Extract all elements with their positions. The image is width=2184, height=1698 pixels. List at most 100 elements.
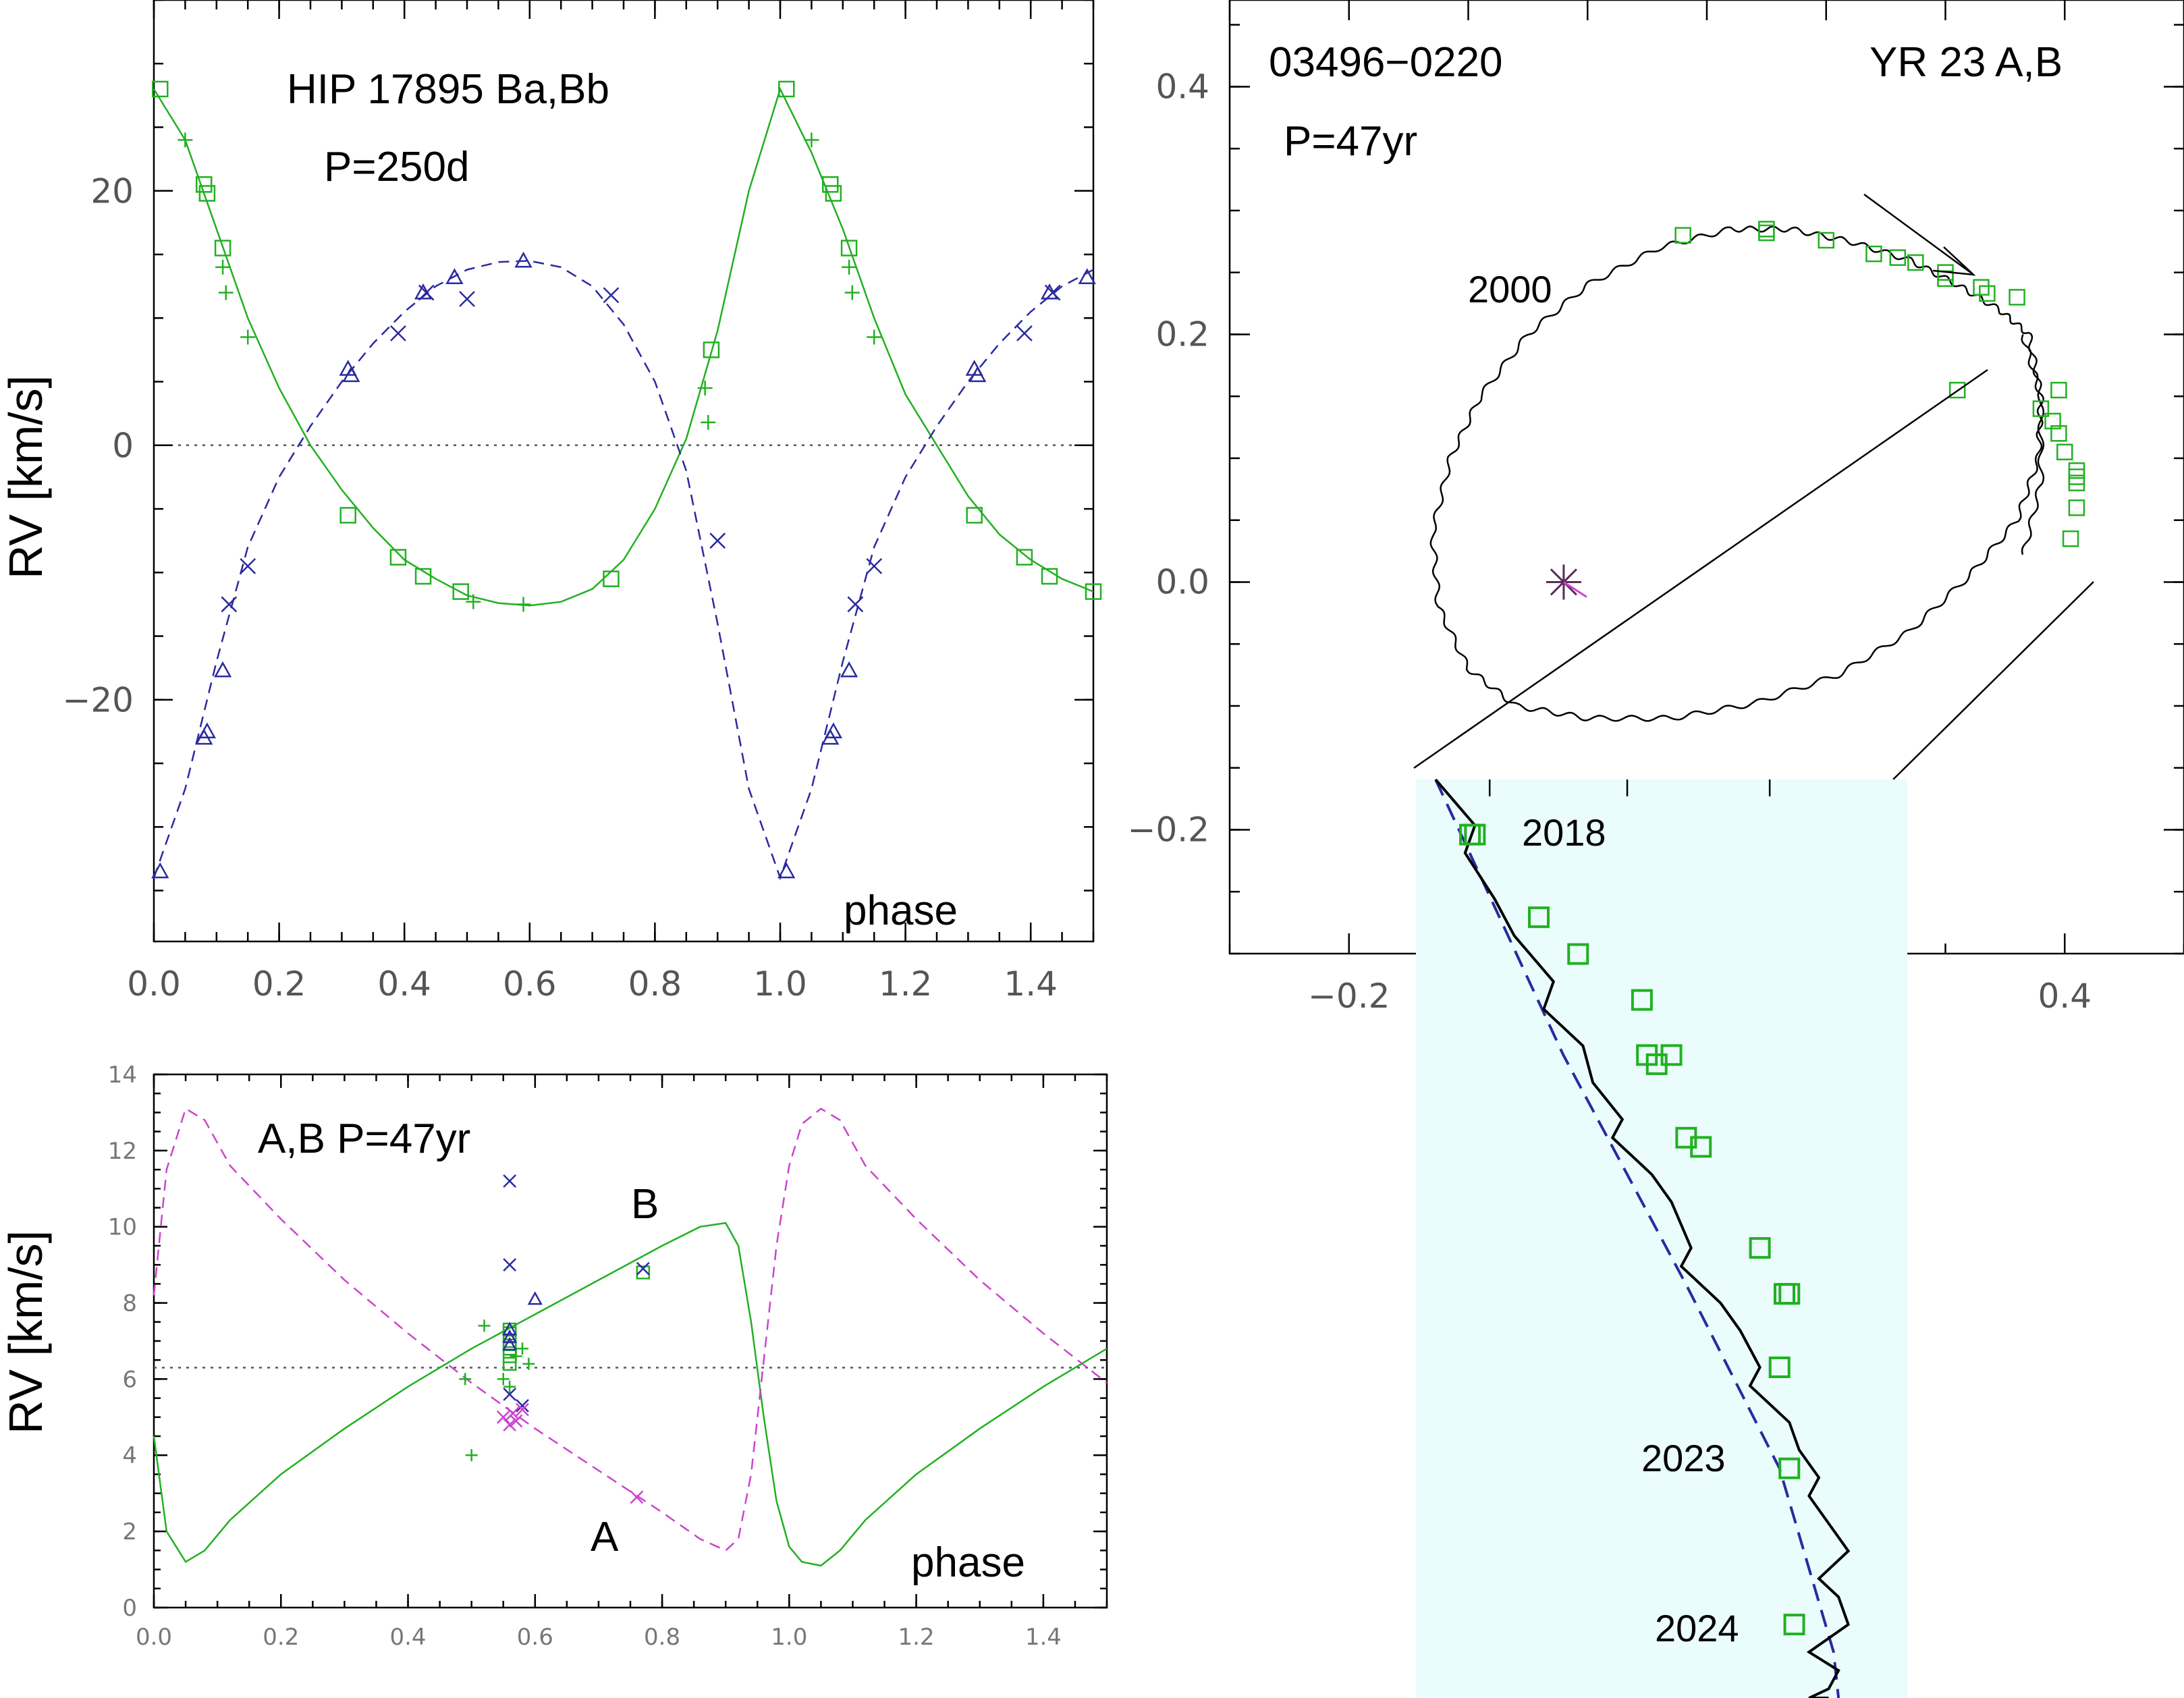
p3-xtick-label: 0.0 — [136, 1624, 172, 1651]
p1-series — [151, 80, 1102, 881]
p3-series — [153, 1107, 1108, 1567]
p2-ticks: −0.2 0.0 0.2 0.4 −0.2 0.4 — [1128, 0, 2184, 1016]
p1-secondary-triangles-point — [840, 661, 858, 678]
p3-xtick-label: 0.6 — [517, 1624, 553, 1651]
p3-cross-blue-point — [516, 1399, 529, 1413]
p3-B-plus-point — [522, 1357, 535, 1370]
p2-orbit-curve — [1429, 225, 2045, 722]
p3-label-a: A — [591, 1514, 619, 1560]
p4-observation-point — [1464, 823, 1486, 846]
p3-B-plus-point — [478, 1319, 491, 1332]
p2-observation-point — [1979, 285, 1996, 302]
p1-xlabel: phase — [844, 887, 958, 934]
p4-observation-point — [1783, 1614, 1805, 1636]
p1-primary-squares-point — [1085, 583, 1102, 600]
direction-arrow-head — [1932, 246, 1976, 276]
p2-observation-point — [1889, 249, 1907, 266]
p3-ticks: 0.0 0.2 0.4 0.6 0.8 1.0 1.2 1.4 0 2 4 6 8 10 12 14 — [108, 1062, 1108, 1651]
p1-primary-squares-point — [703, 341, 720, 358]
p3-B-plus-point — [516, 1342, 528, 1355]
p4-observation-point — [1690, 1136, 1712, 1158]
p1-primary-squares-point — [840, 240, 858, 256]
p1-primary-plus-point — [867, 329, 882, 345]
p1-subtitle: P=250d — [324, 144, 470, 190]
p1-xtick-label: 1.4 — [1004, 964, 1058, 1004]
p1-ytick-label: 0 — [112, 426, 134, 465]
p1-secondary-triangles-point — [213, 661, 232, 678]
p3-B-curve — [153, 1222, 1108, 1567]
p2-subtitle: P=47yr — [1284, 118, 1417, 165]
p3-ytick-label: 8 — [122, 1290, 137, 1317]
p4-background — [1416, 779, 1907, 1698]
p3-ytick-label: 4 — [122, 1442, 137, 1469]
p2-xtick-label: 0.4 — [2038, 977, 2092, 1016]
p1-primary-squares-point — [389, 549, 407, 566]
p3-cross-blue-point — [503, 1388, 517, 1401]
p2-ytick-label: 0.0 — [1155, 562, 1209, 601]
p3-xtick-label: 0.8 — [644, 1624, 680, 1651]
p3-A-cross-point — [509, 1414, 523, 1428]
p3-ytick-label: 0 — [122, 1595, 137, 1622]
p2-title-right: YR 23 A,B — [1869, 39, 2063, 86]
p1-primary-squares-point — [414, 568, 432, 585]
p2-observations — [1674, 221, 2085, 547]
p4-observation-point — [1528, 906, 1550, 929]
p3-B-plus-point — [465, 1449, 478, 1462]
p3-label-b: B — [631, 1181, 659, 1228]
p4-observation-point — [1749, 1237, 1771, 1259]
p4-observation-point — [1567, 943, 1589, 965]
p1-secondary-cross-point — [866, 558, 883, 574]
p1-secondary-triangles-point — [824, 722, 843, 738]
p4-wobble-orbit — [1434, 778, 1851, 1698]
p2-observation-point — [1948, 381, 1966, 399]
p1-xtick-label: 1.2 — [879, 964, 933, 1004]
p4-observation-point — [1768, 1357, 1791, 1379]
p3-B-plus-point — [503, 1380, 516, 1393]
p1-secondary-cross-point — [1044, 284, 1061, 301]
p2-observation-point — [2050, 381, 2067, 399]
p3-A-cross-point — [506, 1406, 520, 1421]
rv-panel-outer: 0.0 0.2 0.4 0.6 0.8 1.0 1.2 1.4 0 2 4 6 8 10 12 14 A,B … — [0, 1062, 1108, 1651]
p2-observation-point — [2056, 443, 2073, 461]
p1-primary-squares-point — [214, 240, 231, 256]
p1-secondary-cross-point — [1016, 325, 1033, 341]
p1-primary-squares-point — [778, 80, 795, 98]
p3-ytick-label: 10 — [108, 1214, 137, 1241]
p2-observation-point — [1973, 279, 1990, 296]
p4-observation-point — [1778, 1457, 1801, 1479]
p3-ylabel: RV [km/s] — [0, 1230, 52, 1434]
p3-B-squares-point — [636, 1265, 651, 1280]
p3-title: A,B P=47yr — [258, 1116, 470, 1162]
p4-top-ticks — [1488, 779, 1771, 796]
p1-primary-plus-point — [842, 259, 857, 275]
p3-B-plus-point — [510, 1350, 522, 1363]
p1-secondary-cross-point — [709, 532, 726, 549]
orbit-panel: −0.2 0.0 0.2 0.4 −0.2 0.4 03496−0220 P=47yr Y… — [1128, 0, 2184, 1016]
p3-B-triangles-point — [502, 1337, 518, 1351]
p1-primary-plus-point — [218, 285, 234, 300]
p1-ytick-label: 20 — [90, 171, 134, 211]
p4-mean-orbit — [1434, 779, 1840, 1698]
p1-secondary-cross-point — [221, 596, 238, 613]
p1-primary-squares-point — [1016, 549, 1033, 566]
p2-observation-point — [2050, 425, 2067, 442]
p1-xtick-label: 0.2 — [252, 964, 306, 1004]
p1-primary-curve — [153, 86, 1094, 607]
p1-ticks: 0.0 0.2 0.4 0.6 0.8 1.0 1.2 1.4 −20 0 20 — [62, 0, 1095, 1004]
p2-observation-point — [2062, 530, 2079, 547]
p2-observation-point — [2068, 499, 2085, 516]
p1-primary-squares-point — [966, 507, 983, 524]
p2-observation-point — [2068, 468, 2085, 485]
p3-B-triangles-point — [527, 1291, 543, 1305]
p1-xtick-label: 0.8 — [628, 964, 682, 1004]
p2-ytick-label: −0.2 — [1128, 810, 1209, 849]
p1-secondary-triangles-point — [1078, 268, 1096, 285]
p3-B-squares-point — [502, 1357, 517, 1371]
p4-observations — [1459, 823, 1805, 1636]
primary-star-marker — [1546, 564, 1587, 600]
p3-B-triangles-point — [502, 1329, 518, 1343]
p2-title: 03496−0220 — [1269, 39, 1503, 86]
p1-xtick-label: 0.6 — [503, 964, 557, 1004]
p1-primary-squares-point — [198, 185, 216, 202]
p3-cross-blue-point — [503, 1258, 517, 1272]
